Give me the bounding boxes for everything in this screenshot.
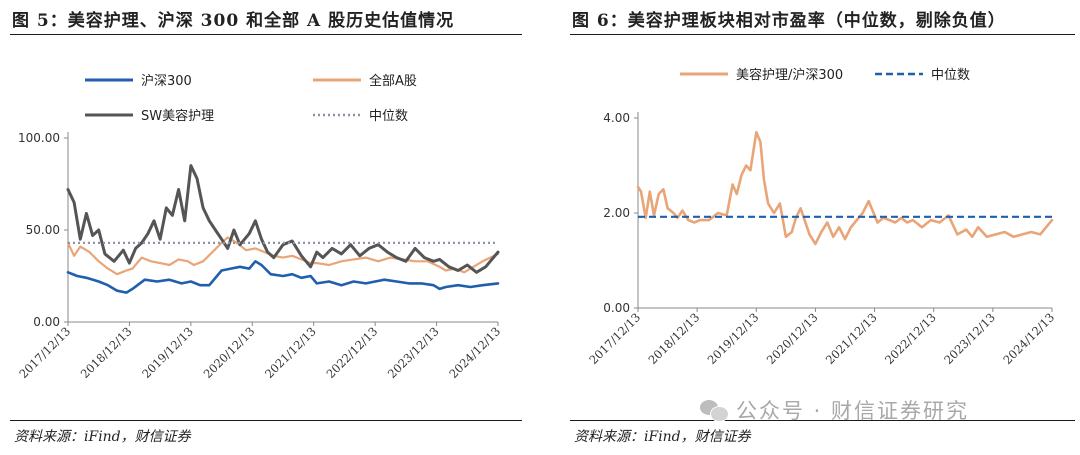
left-x-tick-label: 2018/12/13 xyxy=(78,324,135,381)
right-series-line-0 xyxy=(636,131,1054,246)
left-x-tick-label: 2020/12/13 xyxy=(201,324,258,381)
left-legend-label-2: SW美容护理 xyxy=(141,108,214,124)
wechat-icon xyxy=(700,398,729,422)
left-title-rule xyxy=(10,34,522,35)
right-chart-source: 资料来源：iFind，财信证券 xyxy=(574,429,751,445)
right-x-tick-label: 2018/12/13 xyxy=(645,310,702,367)
right-y-tick-label: 2.00 xyxy=(603,206,630,220)
right-chart-title: 图 6：美容护理板块相对市盈率（中位数，剔除负值） xyxy=(572,11,1006,31)
left-chart-source: 资料来源：iFind，财信证券 xyxy=(14,429,191,445)
right-x-tick-label: 2024/12/13 xyxy=(1000,310,1057,367)
right-x-tick-label: 2020/12/13 xyxy=(764,310,821,367)
right-x-tick-label: 2022/12/13 xyxy=(882,310,939,367)
right-x-tick-label: 2021/12/13 xyxy=(823,310,880,367)
watermark-text: 公众号 · 财信证券研究 xyxy=(736,399,970,423)
left-x-tick-label: 2017/12/13 xyxy=(16,324,73,381)
right-chart-panel: 图 6：美容护理板块相对市盈率（中位数，剔除负值） 0.00 2.00 4.00 20… xyxy=(560,0,1080,455)
right-line-chart: 0.00 2.00 4.00 2017/12/13 2018/12/13 2019/12/… xyxy=(586,67,1057,367)
left-legend-label-1: 全部A股 xyxy=(369,73,417,89)
right-source-rule xyxy=(570,420,1075,421)
right-x-tick-label: 2019/12/13 xyxy=(705,310,762,367)
left-y-tick-label: 100.00 xyxy=(18,131,60,145)
left-x-tick-label: 2024/12/13 xyxy=(446,324,503,381)
right-y-tick-label: 4.00 xyxy=(603,111,630,125)
left-series-line-1 xyxy=(66,236,500,276)
watermark: 公众号 · 财信证券研究 xyxy=(700,395,969,425)
left-x-tick-label: 2021/12/13 xyxy=(262,324,319,381)
right-legend-label-1: 中位数 xyxy=(931,68,970,83)
right-title-rule xyxy=(570,34,1075,35)
right-x-tick-label: 2023/12/13 xyxy=(941,310,998,367)
right-y-tick-label: 0.00 xyxy=(603,301,630,315)
left-series-line-2 xyxy=(66,164,500,274)
left-y-tick-label: 0.00 xyxy=(33,315,60,329)
left-series-line-0 xyxy=(66,259,500,294)
left-legend-label-0: 沪深300 xyxy=(141,73,192,89)
left-x-tick-label: 2023/12/13 xyxy=(385,324,442,381)
left-x-tick-label: 2019/12/13 xyxy=(139,324,196,381)
left-x-tick-label: 2022/12/13 xyxy=(323,324,380,381)
right-x-tick-label: 2017/12/13 xyxy=(586,310,643,367)
left-y-tick-label: 50.00 xyxy=(26,223,60,237)
left-legend-label-3: 中位数 xyxy=(369,109,408,124)
left-chart-title: 图 5：美容护理、沪深 300 和全部 A 股历史估值情况 xyxy=(12,11,455,31)
left-line-chart: 0.00 50.00 100.00 2017/12/13 2018/12/13 2019/… xyxy=(16,73,503,381)
right-legend-label-0: 美容护理/沪深300 xyxy=(736,67,843,83)
left-chart-panel: 图 5：美容护理、沪深 300 和全部 A 股历史估值情况 0.00 50.00 1… xyxy=(0,0,530,455)
left-source-rule xyxy=(10,420,522,421)
